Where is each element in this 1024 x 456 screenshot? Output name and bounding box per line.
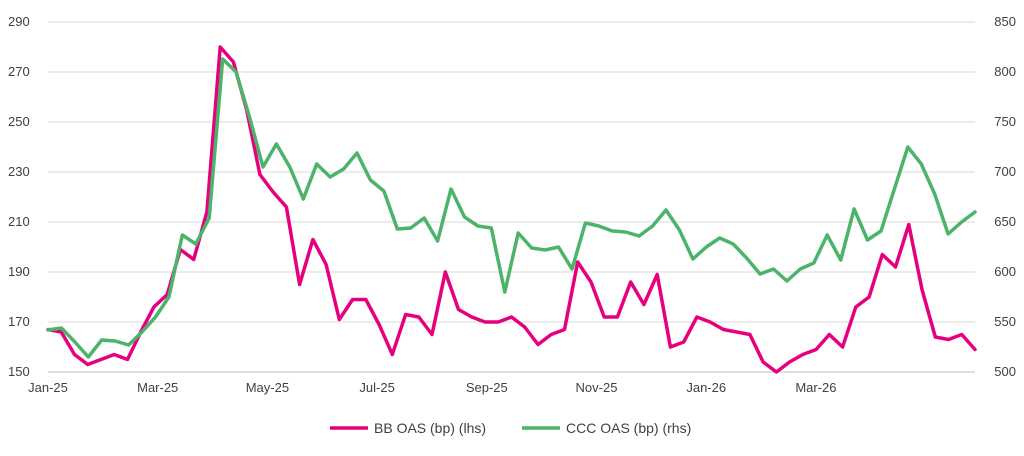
right-tick-label: 650 [994, 214, 1016, 229]
left-tick-label: 210 [8, 214, 30, 229]
x-tick-label: Nov-25 [576, 380, 618, 395]
right-tick-label: 850 [994, 14, 1016, 29]
x-axis-ticks: Jan-25 Mar-25 May-25 Jul-25 Sep-25 Nov-25 Jan-… [28, 380, 836, 395]
right-tick-label: 800 [994, 64, 1016, 79]
right-tick-label: 500 [994, 364, 1016, 379]
left-tick-label: 230 [8, 164, 30, 179]
x-tick-label: Sep-25 [466, 380, 508, 395]
left-tick-label: 290 [8, 14, 30, 29]
right-tick-label: 750 [994, 114, 1016, 129]
left-tick-label: 250 [8, 114, 30, 129]
x-tick-label: Jan-25 [28, 380, 68, 395]
series-layer [46, 45, 977, 374]
left-tick-label: 170 [8, 314, 30, 329]
legend-label: BB OAS (bp) (lhs) [374, 420, 486, 436]
left-axis-ticks: 150 170 190 210 230 250 270 290 [8, 14, 30, 379]
right-tick-label: 600 [994, 264, 1016, 279]
left-tick-label: 150 [8, 364, 30, 379]
gridlines [48, 21, 975, 323]
x-tick-label: Mar-25 [137, 380, 178, 395]
x-tick-label: Jul-25 [359, 380, 394, 395]
series-line-ccc-oas [46, 57, 977, 359]
legend: BB OAS (bp) (lhs) CCC OAS (bp) (rhs) [330, 420, 691, 436]
left-tick-label: 270 [8, 64, 30, 79]
x-tick-label: Jan-26 [686, 380, 726, 395]
right-axis-ticks: 500 550 600 650 700 750 800 850 [994, 14, 1016, 379]
x-tick-label: May-25 [246, 380, 289, 395]
left-tick-label: 190 [8, 264, 30, 279]
x-tick-label: Mar-26 [795, 380, 836, 395]
right-tick-label: 700 [994, 164, 1016, 179]
legend-label: CCC OAS (bp) (rhs) [566, 420, 691, 436]
series-line-bb-oas [46, 45, 977, 374]
right-tick-label: 550 [994, 314, 1016, 329]
